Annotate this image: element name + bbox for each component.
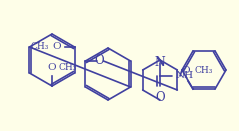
Text: O: O <box>48 63 56 72</box>
Text: CH₃: CH₃ <box>195 66 213 75</box>
Text: CH₃: CH₃ <box>30 42 49 51</box>
Text: N: N <box>155 56 165 69</box>
Text: O: O <box>182 66 190 75</box>
Text: CH₃: CH₃ <box>59 63 77 72</box>
Text: O: O <box>155 91 165 104</box>
Text: O: O <box>95 54 104 67</box>
Text: NH: NH <box>176 72 194 81</box>
Text: O: O <box>52 42 60 51</box>
